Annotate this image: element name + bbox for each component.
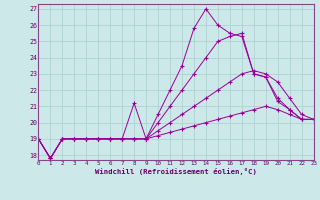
X-axis label: Windchill (Refroidissement éolien,°C): Windchill (Refroidissement éolien,°C) xyxy=(95,168,257,175)
